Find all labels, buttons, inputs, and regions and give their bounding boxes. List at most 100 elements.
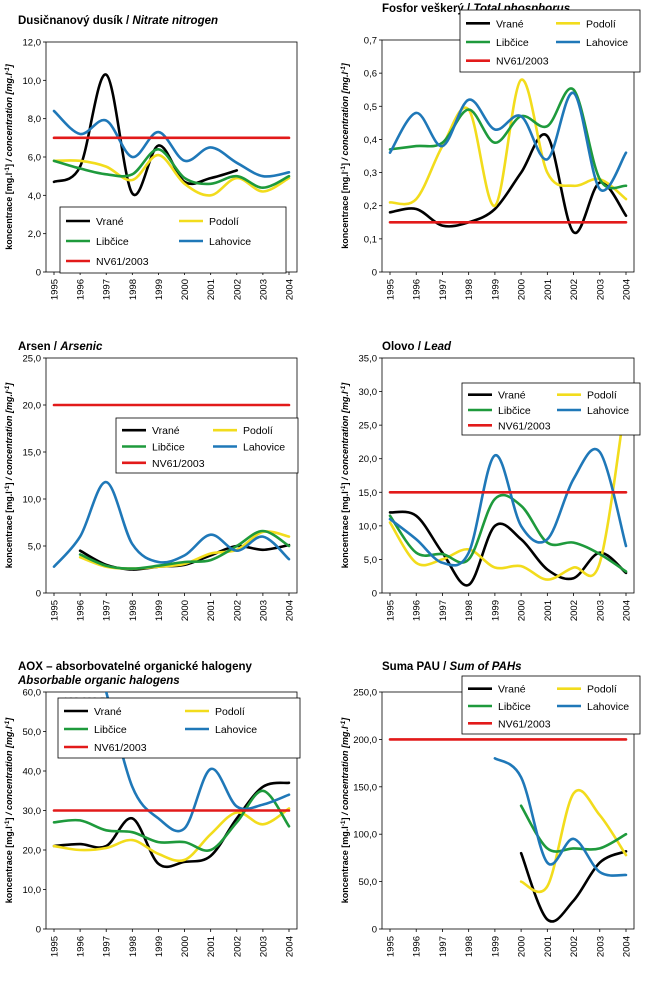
series-line-lahovice [493,757,628,877]
x-tick-label: 2003 [595,279,606,300]
y-tick-label: 5,0 [28,542,41,553]
legend-label-vrane: Vrané [96,216,124,228]
y-tick-label: 50,0 [359,877,378,888]
x-tick-label: 1995 [50,600,61,621]
x-tick-label: 1998 [128,936,139,957]
y-axis-label: koncentrace [mg.l-1] / concentration [mg… [4,717,15,904]
series-line-lahovice [388,91,628,192]
y-tick-label: 0,3 [364,168,377,179]
chart-nitrate-panel: Dusičnanový dusík / Nitrate nitrogen 0 2,… [0,12,325,346]
y-tick-label: 150,0 [353,782,377,793]
y-axis-label: koncentrace [mg.l-1] / concentration [mg… [340,62,351,249]
x-tick-label: 1999 [490,279,501,300]
y-axis-label-bracket: ] [340,382,350,387]
x-tick-label: 2004 [622,279,633,300]
chart-lead-svg: 0 5,0 10,0 15,0 20,0 25,0 30,0 35,0 1995 1996 1997… [340,354,641,621]
x-tick-label: 2001 [206,279,217,300]
legend-label-nv61-2003: NV61/2003 [498,718,551,730]
chart-arsenic-svg: 0 5,0 10,0 15,0 20,0 25,0 1995 1996 1997 1998 1999… [4,354,299,621]
x-tick-label: 1999 [490,936,501,957]
y-axis-label-main: koncentrace [mg.l [340,826,350,903]
y-tick-label: 6,0 [28,153,41,164]
y-tick-label: 0,1 [364,234,377,245]
x-tick-label: 1995 [386,936,397,957]
y-tick-label: 0 [36,268,41,279]
y-tick-label: 250,0 [353,688,377,699]
y-axis-label-sup: -1 [4,67,11,73]
legend-label-libcice: Libčice [498,405,531,417]
chart-title-text: Suma PAU / [382,661,450,673]
y-tick-label: 0,2 [364,201,377,212]
y-tick-label: 5,0 [364,555,377,566]
y-axis-label-sup: -1 [340,66,347,72]
y-tick-label: 0,5 [364,102,377,113]
chart-title-text: AOX – absorbovatelné organické halogeny [18,661,252,673]
y-tick-label: 25,0 [23,354,42,365]
chart-pah-svg: 0 50,0 100,0 150,0 200,0 250,0 1995 1996 1997 199… [340,675,641,957]
y-tick-label: 10,0 [23,885,42,896]
chart-aox-svg: 0 10,0 20,0 30,0 40,0 50,0 60,0 1995 1996 1997 199… [4,688,301,957]
y-axis-label-bracket: ] [4,63,14,68]
x-tick-label: 1997 [102,600,113,621]
chart-title-text: Olovo / [382,341,425,353]
x-tick-label: 2004 [622,600,633,621]
y-tick-label: 30,0 [359,387,378,398]
chart-phosphorus-svg: 0 0,1 0,2 0,3 0,4 0,5 0,6 0,7 1995 1996 1997 1998 19… [340,9,641,300]
y-tick-label: 8,0 [28,114,41,125]
x-tick-label: 1996 [412,279,423,300]
x-tick-label: 2003 [595,936,606,957]
x-tick-label: 1999 [490,600,501,621]
x-tick-label: 1995 [386,600,397,621]
y-tick-label: 0 [372,268,377,279]
x-tick-label: 1998 [128,600,139,621]
x-tick-label: 2003 [258,279,269,300]
chart-nitrate-svg: 0 2,0 4,0 6,0 8,0 10,0 12,0 1995 1996 1997 1998 199… [4,38,298,300]
y-tick-label: 10,0 [23,76,42,87]
legend-label-lahovice: Lahovice [587,701,629,713]
x-tick-label: 2001 [543,936,554,957]
x-tick-label: 2004 [285,936,296,957]
x-tick-label: 1997 [438,600,449,621]
y-axis-label-bracket: ] [4,717,14,722]
y-tick-label: 35,0 [359,354,378,365]
chart-lead-panel: Olovo / Lead 0 5,0 10,0 15,0 20,0 25,0 30,0 35,… [332,338,657,672]
y-tick-label: 0,7 [364,36,377,47]
x-tick-label: 1998 [464,279,475,300]
x-tick-label: 1997 [438,279,449,300]
y-axis-label-bracket: ] [340,163,350,166]
x-tick-label: 2000 [180,600,191,621]
y-axis-label: koncentrace [mg.l-1] / concentration [mg… [4,382,15,569]
y-tick-label: 0 [36,925,41,936]
series-line-libcice [52,148,291,189]
series-line-vrane [388,133,628,234]
legend-label-podoli: Podolí [209,216,239,228]
chart-title: Olovo / Lead [382,341,451,353]
plot-area [381,39,635,273]
y-axis-label: koncentrace [mg.l-1] / concentration [mg… [4,63,15,250]
x-tick-label: 2000 [180,936,191,957]
legend-box [59,206,287,274]
x-tick-label: 2001 [543,279,554,300]
x-tick-label: 1996 [412,600,423,621]
y-tick-label: 200,0 [353,735,377,746]
y-tick-label: 0 [372,925,377,936]
x-tick-label: 2004 [622,936,633,957]
x-tick-label: 2001 [543,600,554,621]
y-tick-label: 50,0 [23,727,42,738]
y-axis-label-italic: / concentration [mg.l [4,72,14,164]
chart-phosphorus-panel: Fosfor veškerý / Total phosphorus 0 0,1 0,… [332,0,657,334]
series-group [52,403,291,571]
y-tick-label: 25,0 [359,421,378,432]
x-tick-label: 2002 [232,600,243,621]
y-axis-label-bracket: ] [4,382,14,387]
y-tick-label: 10,0 [23,495,42,506]
series-line-podoli [52,807,291,863]
y-axis-label-italic: / concentration [mg.l [4,726,14,818]
y-tick-label: 60,0 [23,688,42,699]
y-tick-label: 10,0 [359,521,378,532]
series-line-libcice [388,87,628,190]
series-line-vrane [519,850,628,923]
y-tick-label: 0 [36,589,41,600]
legend-label-podoli: Podolí [587,684,617,696]
y-tick-label: 100,0 [353,830,377,841]
